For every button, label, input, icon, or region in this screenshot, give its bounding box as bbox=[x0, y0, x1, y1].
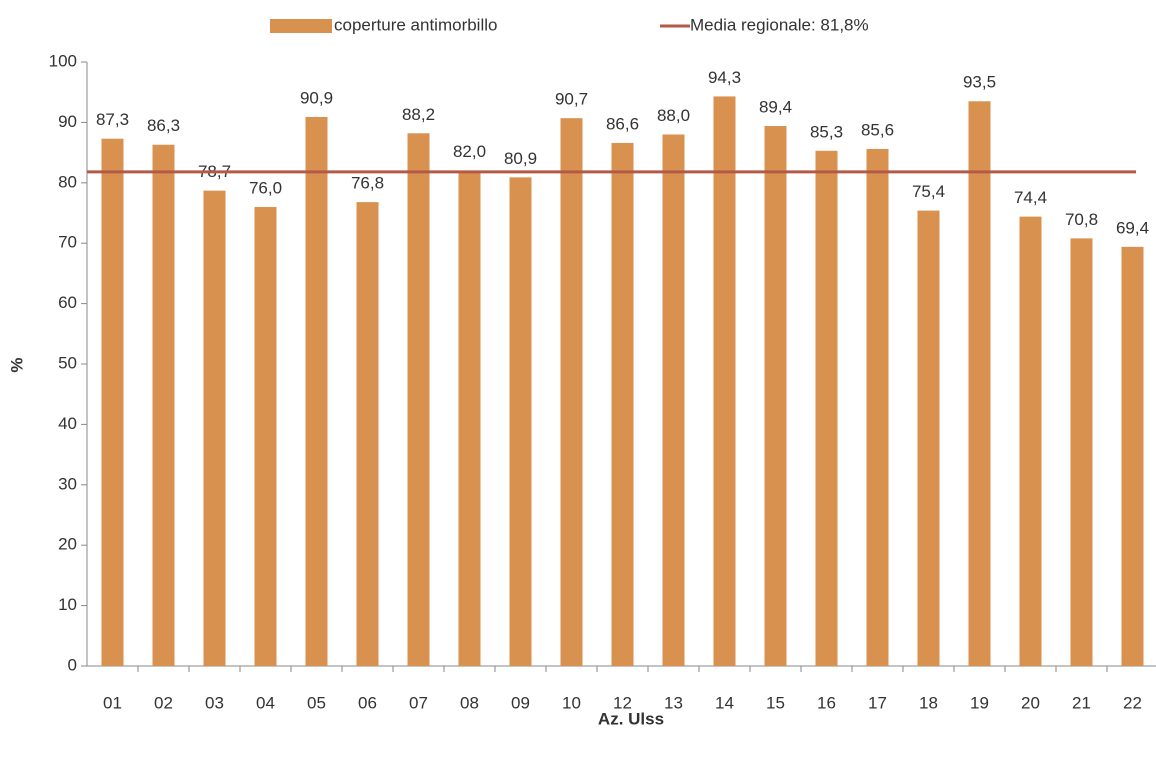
x-tick-label: 22 bbox=[1123, 693, 1142, 712]
bar bbox=[1070, 238, 1093, 667]
bar bbox=[152, 144, 175, 667]
bar bbox=[713, 96, 736, 667]
bar bbox=[458, 170, 481, 666]
x-tick-label: 01 bbox=[103, 693, 122, 712]
bar bbox=[866, 148, 889, 666]
bar bbox=[407, 133, 430, 667]
y-tick-label: 80 bbox=[58, 172, 77, 191]
bar bbox=[254, 206, 277, 666]
bar bbox=[509, 177, 532, 666]
x-tick-label: 16 bbox=[817, 693, 836, 712]
x-tick-label: 09 bbox=[511, 693, 530, 712]
y-tick-label: 50 bbox=[58, 353, 77, 372]
y-axis-label: % bbox=[7, 357, 26, 372]
legend-swatch bbox=[270, 19, 332, 33]
x-tick-label: 21 bbox=[1072, 693, 1091, 712]
bar bbox=[764, 126, 787, 667]
x-tick-label: 20 bbox=[1021, 693, 1040, 712]
x-tick-label: 18 bbox=[919, 693, 938, 712]
x-tick-label: 08 bbox=[460, 693, 479, 712]
bar bbox=[1019, 216, 1042, 666]
data-label: 80,9 bbox=[504, 149, 537, 168]
y-tick-label: 20 bbox=[58, 535, 77, 554]
y-tick-label: 60 bbox=[58, 293, 77, 312]
x-tick-label: 10 bbox=[562, 693, 581, 712]
data-label: 90,7 bbox=[555, 90, 588, 109]
data-label: 94,3 bbox=[708, 68, 741, 87]
bar bbox=[101, 138, 124, 666]
x-tick-label: 19 bbox=[970, 693, 989, 712]
x-tick-label: 05 bbox=[307, 693, 326, 712]
data-label: 76,8 bbox=[351, 174, 384, 193]
bar bbox=[611, 142, 634, 666]
x-tick-label: 15 bbox=[766, 693, 785, 712]
legend-label: Media regionale: 81,8% bbox=[690, 15, 869, 34]
x-tick-label: 12 bbox=[613, 693, 632, 712]
data-label: 85,6 bbox=[861, 120, 894, 139]
x-tick-label: 06 bbox=[358, 693, 377, 712]
data-label: 69,4 bbox=[1116, 218, 1149, 237]
data-label: 87,3 bbox=[96, 110, 129, 129]
bar bbox=[662, 134, 685, 667]
bar bbox=[815, 150, 838, 667]
bar bbox=[968, 101, 991, 666]
bar bbox=[917, 210, 940, 667]
y-tick-label: 70 bbox=[58, 233, 77, 252]
data-label: 86,3 bbox=[147, 116, 180, 135]
y-tick-label: 90 bbox=[58, 112, 77, 131]
bar bbox=[203, 190, 226, 667]
x-axis-label: Az. Ulss bbox=[598, 709, 664, 728]
data-label: 88,2 bbox=[402, 105, 435, 124]
x-tick-label: 04 bbox=[256, 693, 275, 712]
data-label: 90,9 bbox=[300, 88, 333, 107]
x-tick-label: 03 bbox=[205, 693, 224, 712]
x-tick-label: 07 bbox=[409, 693, 428, 712]
legend-label: coperture antimorbillo bbox=[334, 15, 497, 34]
bar bbox=[305, 116, 328, 667]
bar bbox=[1121, 246, 1144, 666]
data-label: 70,8 bbox=[1065, 210, 1098, 229]
data-label: 93,5 bbox=[963, 73, 996, 92]
data-label: 74,4 bbox=[1014, 188, 1047, 207]
data-label: 75,4 bbox=[912, 182, 945, 201]
x-tick-label: 02 bbox=[154, 693, 173, 712]
data-label: 76,0 bbox=[249, 178, 282, 197]
y-tick-label: 40 bbox=[58, 414, 77, 433]
y-tick-label: 100 bbox=[49, 51, 77, 70]
data-label: 88,0 bbox=[657, 106, 690, 125]
bar bbox=[560, 118, 583, 666]
y-tick-label: 0 bbox=[68, 655, 77, 674]
x-tick-label: 17 bbox=[868, 693, 887, 712]
x-tick-label: 14 bbox=[715, 693, 734, 712]
x-tick-label: 13 bbox=[664, 693, 683, 712]
y-tick-label: 10 bbox=[58, 595, 77, 614]
data-label: 85,3 bbox=[810, 122, 843, 141]
bar bbox=[356, 202, 379, 667]
data-label: 82,0 bbox=[453, 142, 486, 161]
data-label: 89,4 bbox=[759, 98, 792, 117]
y-tick-label: 30 bbox=[58, 474, 77, 493]
data-label: 86,6 bbox=[606, 114, 639, 133]
